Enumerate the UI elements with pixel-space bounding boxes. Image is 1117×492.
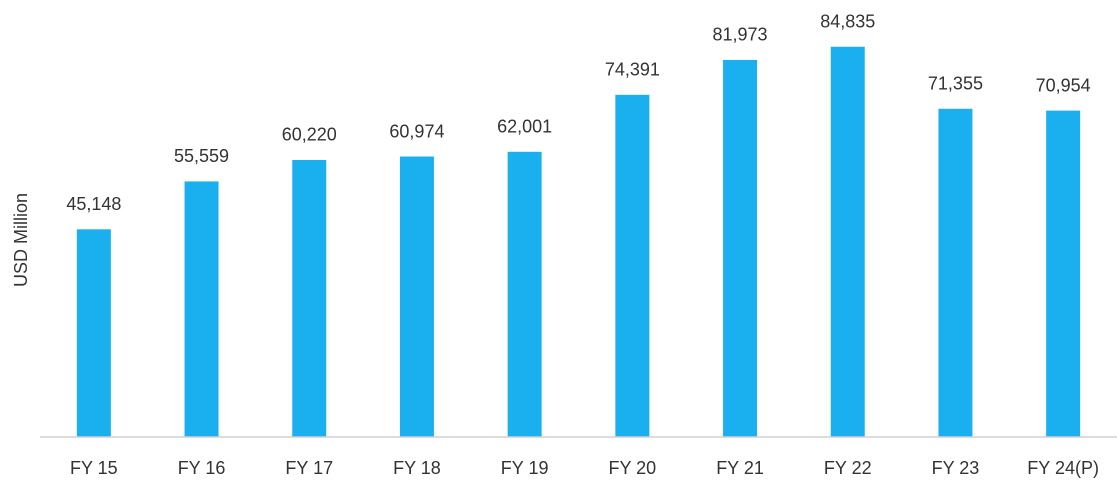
data-label: 62,001 xyxy=(497,117,552,137)
bar xyxy=(938,108,973,437)
x-tick-label: FY 16 xyxy=(178,458,226,478)
bar xyxy=(507,151,542,437)
x-tick-label: FY 23 xyxy=(932,458,980,478)
x-tick-label: FY 21 xyxy=(716,458,764,478)
x-tick-label: FY 17 xyxy=(285,458,333,478)
data-label: 45,148 xyxy=(66,194,121,214)
bar xyxy=(615,94,650,438)
data-label: 84,835 xyxy=(820,12,875,32)
y-axis-label: USD Million xyxy=(11,193,31,287)
bar xyxy=(76,229,111,437)
x-tick-label: FY 15 xyxy=(70,458,118,478)
bar xyxy=(399,156,434,437)
x-tick-label: FY 22 xyxy=(824,458,872,478)
x-tick-label: FY 18 xyxy=(393,458,441,478)
x-tick-label: FY 19 xyxy=(501,458,549,478)
bar xyxy=(184,181,219,437)
data-label: 55,559 xyxy=(174,146,229,166)
data-label: 81,973 xyxy=(713,25,768,45)
bar xyxy=(1046,110,1081,437)
data-label: 70,954 xyxy=(1036,75,1091,95)
x-tick-label: FY 20 xyxy=(608,458,656,478)
bar xyxy=(723,59,758,438)
bar xyxy=(830,46,865,437)
data-label: 60,220 xyxy=(282,125,337,145)
data-label: 60,974 xyxy=(389,121,444,141)
data-label: 71,355 xyxy=(928,74,983,94)
data-label: 74,391 xyxy=(605,60,660,80)
bar xyxy=(292,159,327,437)
x-tick-label: FY 24(P) xyxy=(1027,458,1099,478)
